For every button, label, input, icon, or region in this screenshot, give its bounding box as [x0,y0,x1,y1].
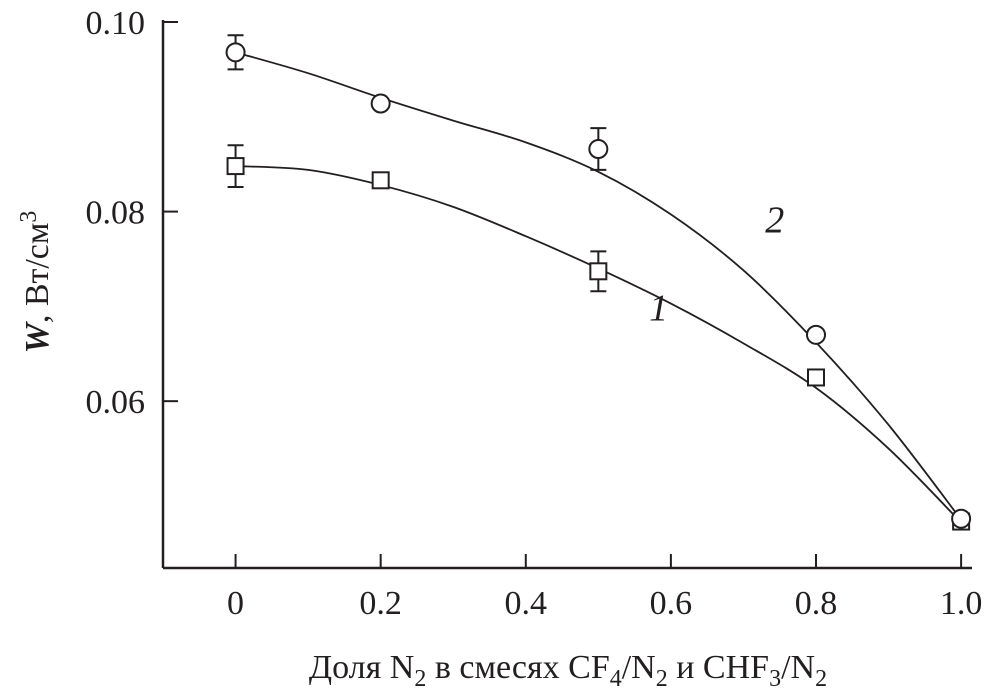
series-layer: 12 [225,34,972,531]
data-point-circle [225,42,246,63]
series-2: 2 [225,34,972,529]
data-point-circle [588,139,609,160]
x-tick-label: 0.4 [505,585,548,622]
data-point-circle [370,93,391,114]
y-tick-label: 0.08 [86,195,146,232]
y-tick-label: 0.10 [86,5,146,42]
x-tick-label: 0.2 [359,585,402,622]
data-point-square [807,368,826,387]
x-tick-label: 0.6 [650,585,693,622]
data-point-circle [806,324,827,345]
series-1: 1 [226,144,971,531]
fit-curve-2 [235,51,962,521]
data-point-square [226,157,245,176]
curve-label-2: 2 [765,199,784,241]
x-axis-label: Доля N2 в смесях CF4/N2 и CHF3/N2 [309,649,827,692]
y-axis-label: W, Вт/см3 [16,211,56,354]
fit-curve-1 [235,165,962,524]
x-tick-label: 0 [227,585,244,622]
data-point-square [589,262,608,281]
y-tick-label: 0.06 [86,384,146,421]
data-point-square [371,171,390,190]
axes: 0 0.2 0.4 0.6 0.8 1.0 0.06 0.08 0.10 [86,5,983,622]
x-tick-label: 1.0 [940,585,983,622]
curve-label-1: 1 [649,288,668,330]
data-point-circle [951,508,972,529]
x-tick-label: 0.8 [795,585,838,622]
